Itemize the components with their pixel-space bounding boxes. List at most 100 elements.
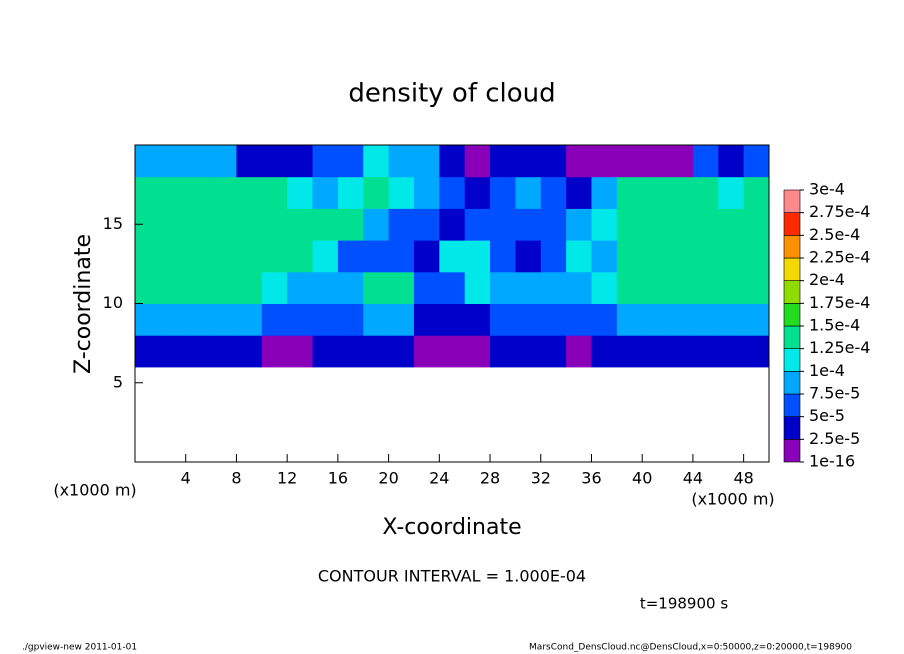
heatmap-cell xyxy=(338,430,364,462)
heatmap-cell xyxy=(413,271,440,304)
heatmap-cell xyxy=(667,240,694,273)
colorbar-label: 1.75e-4 xyxy=(809,293,870,312)
heatmap-cell xyxy=(566,240,592,273)
heatmap-cell xyxy=(718,430,744,462)
heatmap-cell xyxy=(718,240,745,273)
heatmap-cell xyxy=(160,367,186,399)
colorbar-label: 2.25e-4 xyxy=(809,248,870,267)
heatmap-cell xyxy=(667,208,694,241)
heatmap-cell xyxy=(236,208,263,241)
heatmap-cell xyxy=(439,303,466,336)
heatmap-cell xyxy=(743,240,770,273)
heatmap-cell xyxy=(490,399,516,431)
colorbar-label: 3e-4 xyxy=(809,180,845,199)
heatmap-cell xyxy=(616,145,643,178)
heatmap-cell xyxy=(541,399,567,431)
colorbar-label: 2.5e-4 xyxy=(809,225,860,244)
heatmap-cell xyxy=(363,240,390,273)
heatmap-cell xyxy=(642,303,669,336)
heatmap-cell xyxy=(261,335,288,368)
heatmap-cell xyxy=(642,145,669,178)
heatmap-cell xyxy=(135,271,161,304)
heatmap-cell xyxy=(667,145,694,178)
heatmap-cell xyxy=(515,240,542,273)
heatmap-cell xyxy=(540,335,567,368)
heatmap-cell xyxy=(185,208,212,241)
heatmap-cell xyxy=(389,399,415,431)
heatmap-cell xyxy=(515,176,542,209)
heatmap-cell xyxy=(160,208,187,241)
heatmap-cell xyxy=(186,430,212,462)
heatmap-cell xyxy=(692,303,719,336)
heatmap-cell xyxy=(413,208,440,241)
colorbar-label: 2e-4 xyxy=(809,270,845,289)
heatmap-cell xyxy=(667,271,694,304)
heatmap-cell xyxy=(388,271,415,304)
heatmap-cell xyxy=(363,335,390,368)
heatmap-cell xyxy=(338,367,364,399)
heatmap-cell xyxy=(211,430,237,462)
heatmap-cell xyxy=(464,303,491,336)
heatmap-cell xyxy=(135,335,161,368)
heatmap-cell xyxy=(363,145,390,178)
heatmap-cell xyxy=(414,430,440,462)
heatmap-cell xyxy=(642,176,669,209)
heatmap-cell xyxy=(337,303,364,336)
heatmap-cell xyxy=(591,430,617,462)
heatmap-cell xyxy=(692,271,719,304)
heatmap-cell xyxy=(287,208,314,241)
colorbar-label: 2.5e-5 xyxy=(809,429,860,448)
x-tick-label: 32 xyxy=(531,469,551,488)
heatmap-cell xyxy=(312,145,339,178)
heatmap-cell xyxy=(540,303,567,336)
heatmap-cell xyxy=(211,145,237,178)
heatmap-cell xyxy=(540,240,567,273)
heatmap-cell xyxy=(236,430,262,462)
heatmap-cell xyxy=(439,399,465,431)
heatmap-cell xyxy=(388,240,415,273)
heatmap-cell xyxy=(566,335,592,368)
heatmap-cell xyxy=(211,240,237,273)
heatmap-cell xyxy=(236,176,263,209)
heatmap-cell xyxy=(591,176,618,209)
colorbar-box xyxy=(783,325,801,349)
colorbar-box xyxy=(783,257,801,281)
heatmap-cell xyxy=(337,176,364,209)
x-axis-label: X-coordinate xyxy=(382,515,521,540)
heatmap-cell xyxy=(160,335,187,368)
heatmap-cell xyxy=(439,145,466,178)
heatmap-cell xyxy=(211,208,237,241)
heatmap-cell xyxy=(668,430,694,462)
heatmap-cell xyxy=(287,430,313,462)
heatmap-cell xyxy=(363,399,389,431)
heatmap-cell xyxy=(186,399,212,431)
heatmap-cell xyxy=(287,145,314,178)
heatmap-cell xyxy=(337,335,364,368)
heatmap-cell xyxy=(490,303,516,336)
heatmap-cell xyxy=(541,367,567,399)
heatmap-cell xyxy=(313,430,339,462)
heatmap-cell xyxy=(135,145,161,178)
x-tick-label: 28 xyxy=(480,469,500,488)
x-tick-label: 8 xyxy=(231,469,241,488)
heatmap-cell xyxy=(211,176,237,209)
colorbar-box xyxy=(783,416,801,440)
heatmap-cell xyxy=(464,176,491,209)
heatmap-cell xyxy=(312,271,339,304)
heatmap-cell xyxy=(135,399,161,431)
heatmap-cell xyxy=(287,303,314,336)
heatmap-cell xyxy=(413,240,440,273)
heatmap-cell xyxy=(363,271,390,304)
heatmap-cell xyxy=(616,303,643,336)
heatmap-cell xyxy=(642,271,669,304)
heatmap-cell xyxy=(692,176,719,209)
x-tick-label: 4 xyxy=(181,469,191,488)
x-tick-label: 16 xyxy=(328,469,348,488)
heatmap-cell xyxy=(616,271,643,304)
heatmap-cell xyxy=(693,367,719,399)
heatmap-cell xyxy=(718,208,745,241)
heatmap-cell xyxy=(236,240,263,273)
heatmap-cell xyxy=(338,399,364,431)
heatmap-cell xyxy=(261,208,288,241)
heatmap-cell xyxy=(540,176,567,209)
